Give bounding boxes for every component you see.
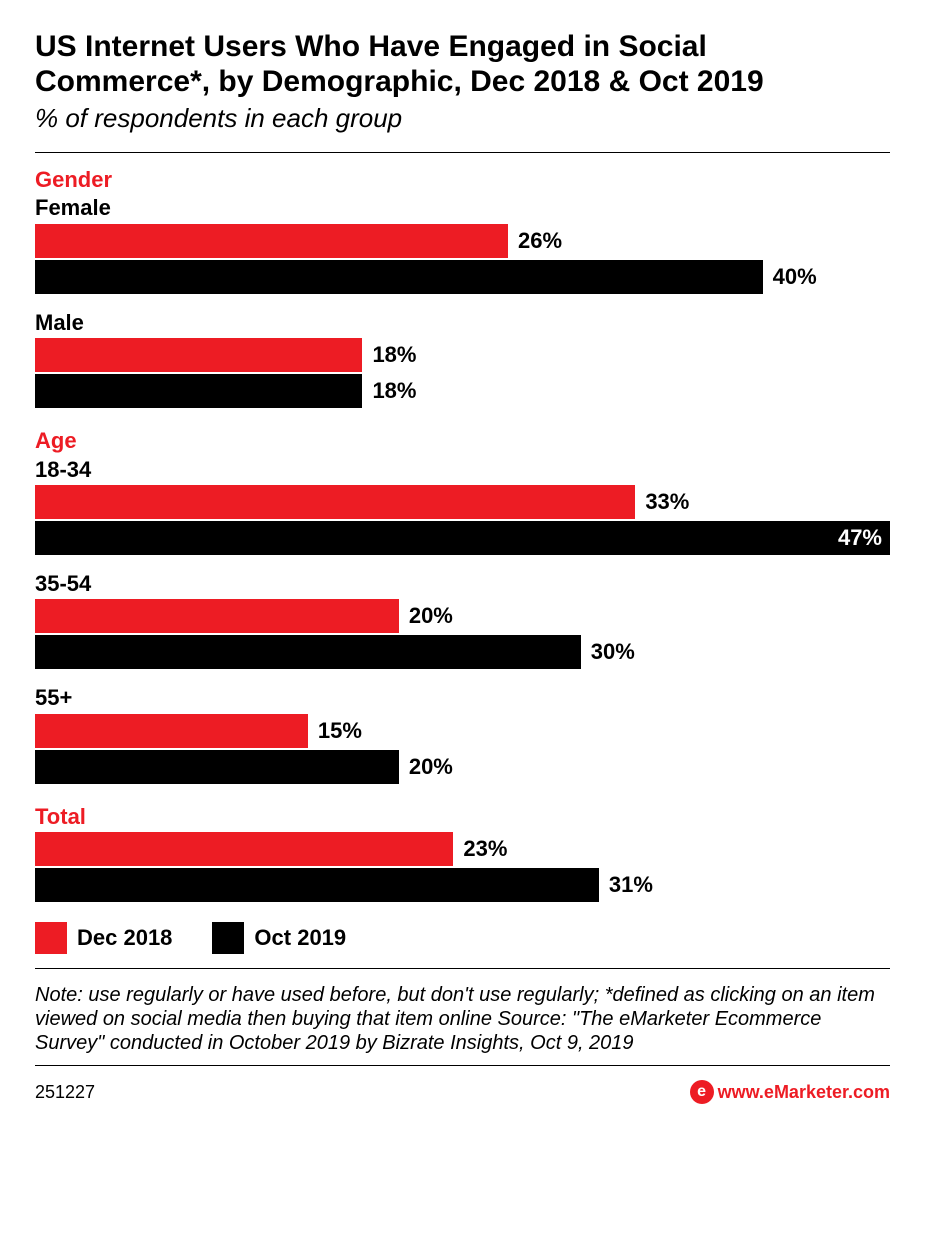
chart-section: GenderFemale 26% 40% Male 18% 18% bbox=[35, 167, 890, 408]
bar-pair: 35-54 20% 30% bbox=[35, 571, 890, 669]
bar-oct2019 bbox=[35, 750, 399, 784]
category-label: Female bbox=[35, 195, 890, 221]
bar-pair: 55+ 15% 20% bbox=[35, 685, 890, 783]
legend-item-dec2018: Dec 2018 bbox=[35, 922, 172, 954]
value-label: 40% bbox=[773, 264, 817, 290]
bar-row: 20% bbox=[35, 750, 890, 784]
bar-row: 18% bbox=[35, 374, 890, 408]
bar-row: 23% bbox=[35, 832, 890, 866]
bar-dec2018 bbox=[35, 224, 508, 258]
bar-pair: Female 26% 40% bbox=[35, 195, 890, 293]
bar-row: 26% bbox=[35, 224, 890, 258]
legend-label: Dec 2018 bbox=[77, 925, 172, 951]
footer: 251227 e www.eMarketer.com bbox=[35, 1080, 890, 1104]
divider bbox=[35, 1065, 890, 1066]
bar-oct2019 bbox=[35, 635, 581, 669]
chart-section: Age 18-34 33% 47% 35-54 20% 30% 55+ 15% 20% bbox=[35, 428, 890, 784]
bar-dec2018 bbox=[35, 599, 399, 633]
value-label: 15% bbox=[318, 718, 362, 744]
bar-oct2019 bbox=[35, 260, 763, 294]
divider bbox=[35, 968, 890, 969]
section-heading: Total bbox=[35, 804, 890, 830]
bar-pair: Male 18% 18% bbox=[35, 310, 890, 408]
value-label: 20% bbox=[409, 603, 453, 629]
chart-subtitle: % of respondents in each group bbox=[35, 103, 890, 134]
value-label: 33% bbox=[645, 489, 689, 515]
section-heading: Age bbox=[35, 428, 890, 454]
chart-body: GenderFemale 26% 40% Male 18% 18% Age 18-34 33% 4… bbox=[35, 167, 890, 902]
category-label: Male bbox=[35, 310, 890, 336]
chart-section: Total 23% 31% bbox=[35, 804, 890, 902]
bar-oct2019 bbox=[35, 868, 599, 902]
legend-item-oct2019: Oct 2019 bbox=[212, 922, 346, 954]
footer-id: 251227 bbox=[35, 1082, 95, 1103]
bar-dec2018 bbox=[35, 338, 362, 372]
legend: Dec 2018 Oct 2019 bbox=[35, 922, 890, 954]
bar-row: 20% bbox=[35, 599, 890, 633]
value-label: 18% bbox=[372, 342, 416, 368]
bar-dec2018 bbox=[35, 832, 453, 866]
bar-row: 31% bbox=[35, 868, 890, 902]
bar-dec2018 bbox=[35, 485, 635, 519]
legend-swatch-red bbox=[35, 922, 67, 954]
footer-brand: e www.eMarketer.com bbox=[690, 1080, 890, 1104]
value-label: 47% bbox=[838, 525, 882, 551]
value-label: 23% bbox=[463, 836, 507, 862]
note-text: Note: use regularly or have used before,… bbox=[35, 983, 890, 1055]
legend-swatch-black bbox=[212, 922, 244, 954]
bar-pair: 23% 31% bbox=[35, 832, 890, 902]
section-heading: Gender bbox=[35, 167, 890, 193]
bar-row: 15% bbox=[35, 714, 890, 748]
value-label: 18% bbox=[372, 378, 416, 404]
category-label: 18-34 bbox=[35, 457, 890, 483]
footer-url: www.eMarketer.com bbox=[718, 1082, 890, 1103]
bar-row: 47% bbox=[35, 521, 890, 555]
bar-oct2019 bbox=[35, 374, 362, 408]
bar-row: 40% bbox=[35, 260, 890, 294]
bar-dec2018 bbox=[35, 714, 308, 748]
legend-label: Oct 2019 bbox=[254, 925, 346, 951]
bar-row: 30% bbox=[35, 635, 890, 669]
category-label: 55+ bbox=[35, 685, 890, 711]
emarketer-logo-icon: e bbox=[690, 1080, 714, 1104]
value-label: 31% bbox=[609, 872, 653, 898]
bar-pair: 18-34 33% 47% bbox=[35, 457, 890, 555]
bar-oct2019: 47% bbox=[35, 521, 890, 555]
bar-row: 33% bbox=[35, 485, 890, 519]
value-label: 30% bbox=[591, 639, 635, 665]
category-label: 35-54 bbox=[35, 571, 890, 597]
bar-row: 18% bbox=[35, 338, 890, 372]
value-label: 20% bbox=[409, 754, 453, 780]
chart-title: US Internet Users Who Have Engaged in So… bbox=[35, 30, 890, 99]
divider bbox=[35, 152, 890, 153]
value-label: 26% bbox=[518, 228, 562, 254]
